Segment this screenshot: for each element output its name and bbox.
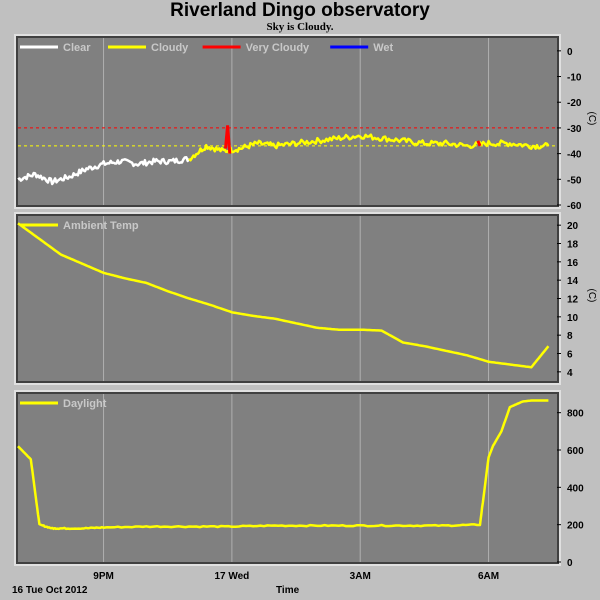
plot-area — [18, 394, 557, 562]
y-tick-label: 6 — [567, 350, 573, 361]
y-tick-label: 4 — [567, 368, 573, 379]
x-tick-label: 9PM — [93, 571, 114, 582]
legend-label: Wet — [373, 42, 393, 54]
legend-label: Cloudy — [151, 42, 189, 54]
series-very-cloudy-spike — [224, 125, 232, 154]
series-line-daylight — [17, 399, 549, 531]
y-tick-label: 16 — [567, 258, 579, 269]
series-line-ambient-temp — [17, 222, 550, 369]
legend-label: Clear — [63, 42, 91, 54]
y-tick-label: 400 — [567, 483, 584, 494]
chart-subtitle: Sky is Cloudy. — [266, 21, 334, 33]
y-tick-label: -10 — [567, 73, 582, 84]
y-tick-label: 10 — [567, 313, 579, 324]
y-tick-label: 600 — [567, 446, 584, 457]
y-tick-label: -40 — [567, 150, 582, 161]
y-tick-label: 200 — [567, 521, 584, 532]
y-tick-label: 800 — [567, 409, 584, 420]
x-tick-label: 3AM — [350, 571, 371, 582]
y-tick-label: -20 — [567, 98, 582, 109]
x-axis-label: Time — [276, 585, 300, 596]
date-label: 16 Tue Oct 2012 — [12, 585, 88, 596]
y-tick-label: -60 — [567, 201, 582, 212]
plot-area — [18, 38, 557, 205]
series-line-cloudy — [188, 133, 550, 162]
y-tick-label: 14 — [567, 276, 579, 287]
x-tick-label: 6AM — [478, 571, 499, 582]
y-tick-label: 18 — [567, 240, 579, 251]
y-tick-label: 20 — [567, 221, 579, 232]
y-tick-label: 0 — [567, 558, 573, 569]
y-tick-label: 8 — [567, 331, 573, 342]
y-tick-label: 12 — [567, 295, 579, 306]
y-tick-label: -50 — [567, 175, 582, 186]
legend-label: Very Cloudy — [246, 42, 310, 54]
y-tick-label: -30 — [567, 124, 582, 135]
series-line-clear — [17, 155, 191, 186]
y-unit-label: (C) — [586, 112, 597, 126]
series-very-cloudy-spike — [476, 140, 482, 147]
plot-area — [18, 216, 557, 381]
x-tick-label: 17 Wed — [214, 571, 249, 582]
chart-title: Riverland Dingo observatory — [170, 0, 430, 21]
y-tick-label: 0 — [567, 47, 573, 58]
legend-label: Daylight — [63, 398, 107, 410]
y-unit-label: (C) — [586, 289, 597, 303]
legend-label: Ambient Temp — [63, 220, 139, 232]
